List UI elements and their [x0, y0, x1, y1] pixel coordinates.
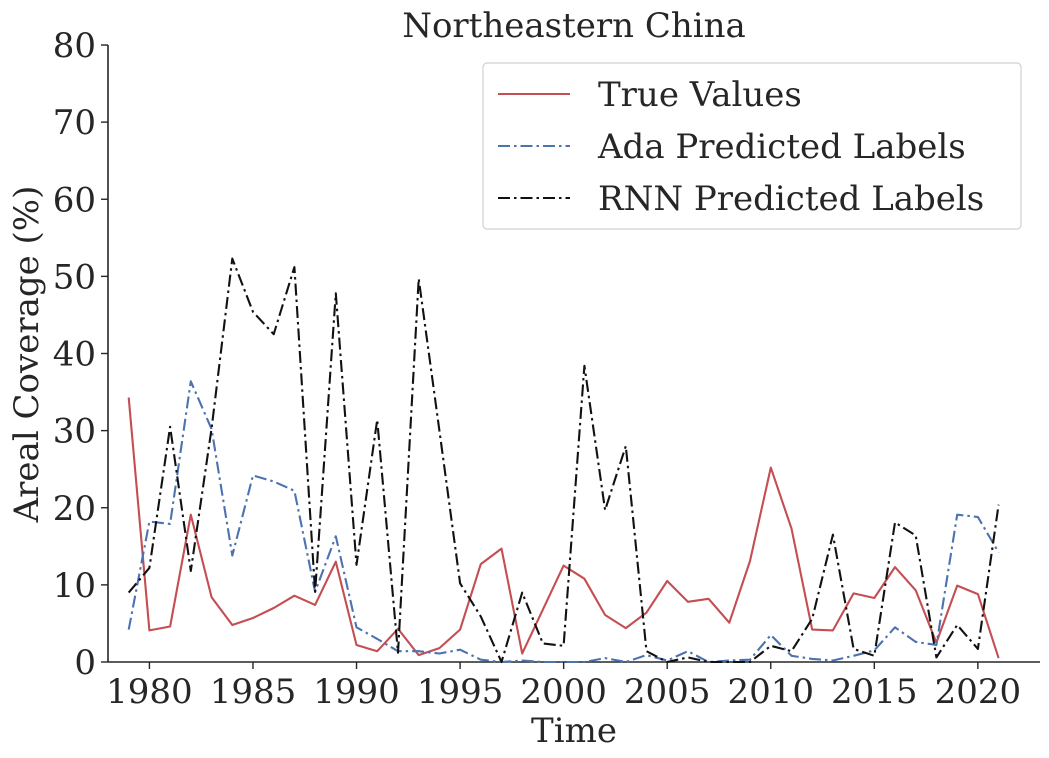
y-tick-label: 0 [74, 643, 96, 683]
y-ticks: 0 10 20 30 40 50 60 70 80 [53, 26, 108, 683]
legend-label: True Values [598, 75, 802, 115]
chart-title: Northeastern China [402, 6, 746, 46]
y-tick-label: 80 [53, 26, 96, 66]
x-tick-label: 1980 [106, 672, 193, 712]
x-axis-label: Time [531, 711, 617, 751]
y-tick-label: 20 [53, 489, 96, 529]
x-tick-label: 1990 [313, 672, 400, 712]
series-line-3 [127, 257, 1000, 664]
x-ticks: 1980 1985 1990 1995 2000 2005 2010 2015 2020 [106, 662, 1021, 712]
y-tick-label: 40 [53, 335, 96, 375]
y-axis-label: Areal Coverage (%) [7, 186, 47, 524]
y-tick-label: 60 [53, 180, 96, 220]
series-line-2 [127, 380, 1000, 664]
y-tick-label: 30 [53, 412, 96, 452]
y-tick-label: 70 [53, 103, 96, 143]
x-tick-label: 2005 [624, 672, 711, 712]
x-tick-label: 1995 [417, 672, 504, 712]
x-tick-label: 2015 [831, 672, 918, 712]
x-tick-label: 2000 [520, 672, 607, 712]
x-tick-label: 2020 [935, 672, 1022, 712]
legend: True Values Ada Predicted Labels RNN Predi… [482, 62, 1022, 230]
x-tick-label: 1985 [210, 672, 297, 712]
y-tick-label: 50 [53, 257, 96, 297]
x-tick-label: 2010 [727, 672, 814, 712]
series-layer [127, 257, 1000, 664]
legend-label: RNN Predicted Labels [598, 179, 984, 219]
legend-label: Ada Predicted Labels [597, 127, 966, 167]
y-tick-label: 10 [53, 566, 96, 606]
series-line-1 [127, 397, 1000, 659]
legend-box [482, 62, 1022, 230]
